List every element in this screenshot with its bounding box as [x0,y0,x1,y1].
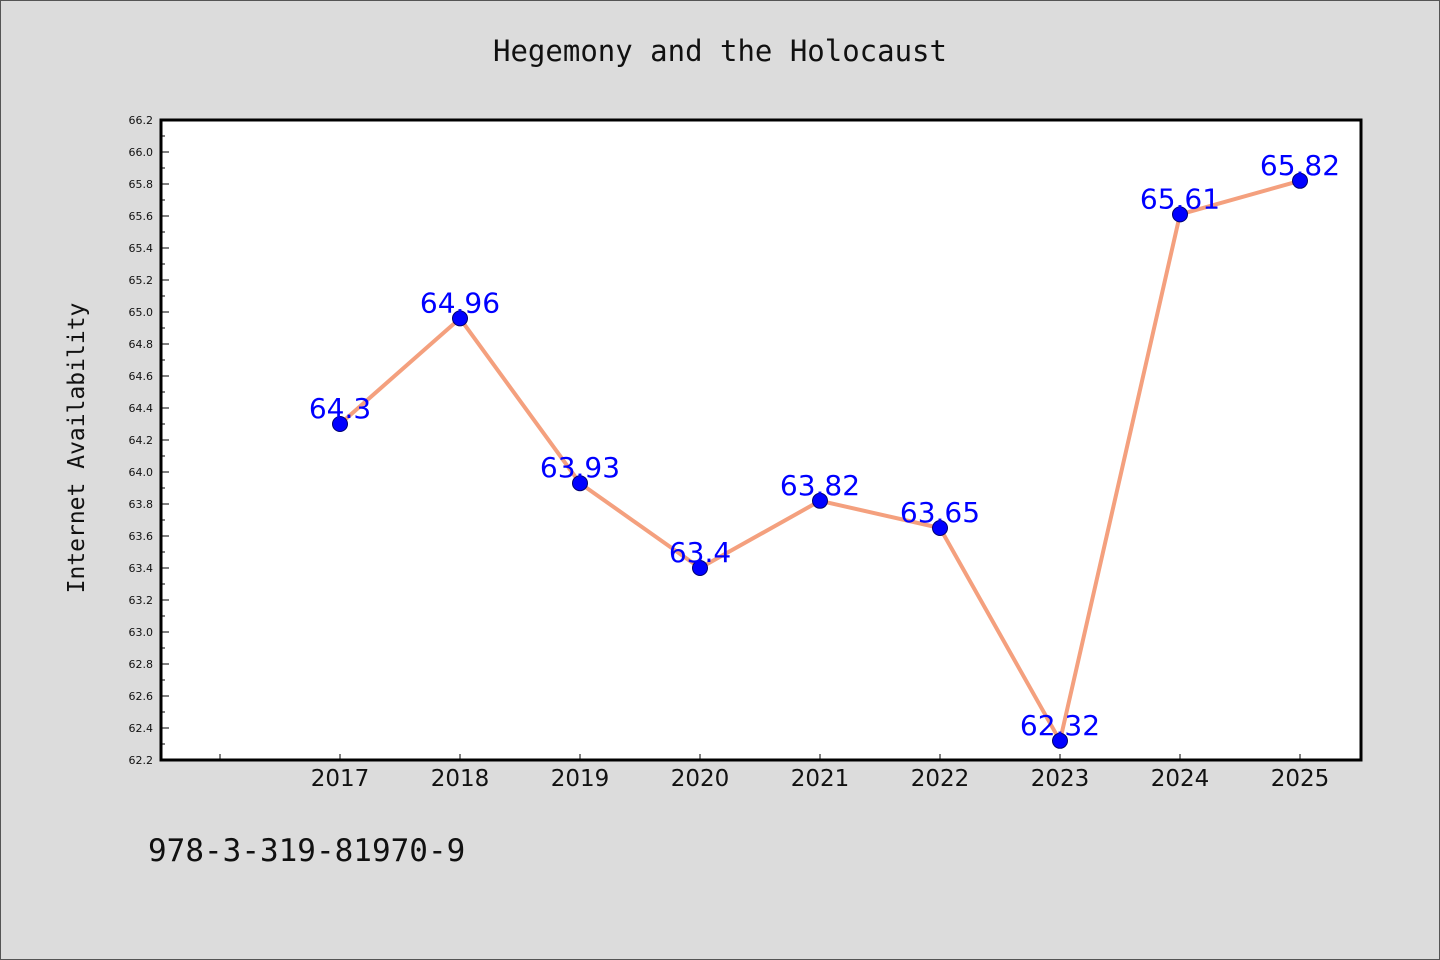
y-tick-label: 63.4 [129,562,154,575]
x-tick-label: 2020 [671,766,730,792]
y-tick-label: 66.2 [129,114,154,127]
data-point [1052,732,1068,749]
plot-area [159,118,1363,762]
isbn-footer: 978-3-319-81970-9 [148,833,466,869]
data-label: 63.65 [900,496,980,529]
data-point [1292,172,1308,189]
chart-title: Hegemony and the Holocaust [493,34,947,68]
y-tick-label: 64.0 [129,466,154,479]
y-tick-label: 66.0 [129,146,154,159]
y-tick-label: 62.6 [129,690,154,703]
data-label: 64.3 [309,392,371,425]
x-tick-label: 2018 [431,766,490,792]
data-label: 65.82 [1260,149,1340,182]
data-point [572,475,588,492]
data-point [332,416,348,432]
data-point [1172,206,1188,223]
data-point [932,520,948,536]
data-label: 64.96 [420,286,500,319]
data-label: 63.93 [540,451,620,484]
y-tick-label: 62.8 [129,658,154,671]
y-tick-label: 65.0 [129,306,154,319]
x-tick-label: 2021 [791,766,850,792]
data-label: 63.4 [669,536,731,569]
data-label: 65.61 [1140,182,1220,215]
data-point [692,560,708,576]
data-markers [332,172,1308,749]
x-axis: 2017 2018 2019 2020 2021 2022 2023 2024 2025 [219,754,1330,792]
x-tick-label: 2024 [1151,766,1210,792]
data-labels: 64.3 64.96 63.93 63.4 63.82 63.65 62.32 65.61 65… [309,149,1340,742]
y-tick-label: 65.8 [129,178,154,191]
y-tick-label: 63.2 [129,594,154,607]
data-point [812,492,828,509]
data-label: 62.32 [1020,709,1100,742]
y-tick-label: 65.4 [129,242,154,255]
y-tick-label: 62.4 [129,722,154,735]
x-tick-label: 2019 [551,766,610,792]
y-tick-label: 65.2 [129,274,154,287]
y-tick-label: 64.6 [129,370,154,383]
y-tick-label: 64.8 [129,338,154,351]
y-tick-label: 62.2 [129,754,154,767]
y-tick-label: 63.6 [129,530,154,543]
y-tick-label: 65.6 [129,210,154,223]
data-label: 63.82 [780,469,860,502]
y-tick-label: 64.4 [129,402,154,415]
y-tick-label: 64.2 [129,434,154,447]
x-tick-label: 2022 [911,766,970,792]
x-tick-label: 2023 [1031,766,1090,792]
y-tick-label: 63.0 [129,626,154,639]
data-point [452,310,468,327]
y-tick-label: 63.8 [129,498,154,511]
x-tick-label: 2017 [311,766,370,792]
y-axis: 62.2 62.4 62.6 62.8 63.0 63.2 63.4 63.6 63.8 64.0… [129,114,169,767]
x-tick-label: 2025 [1271,766,1330,792]
